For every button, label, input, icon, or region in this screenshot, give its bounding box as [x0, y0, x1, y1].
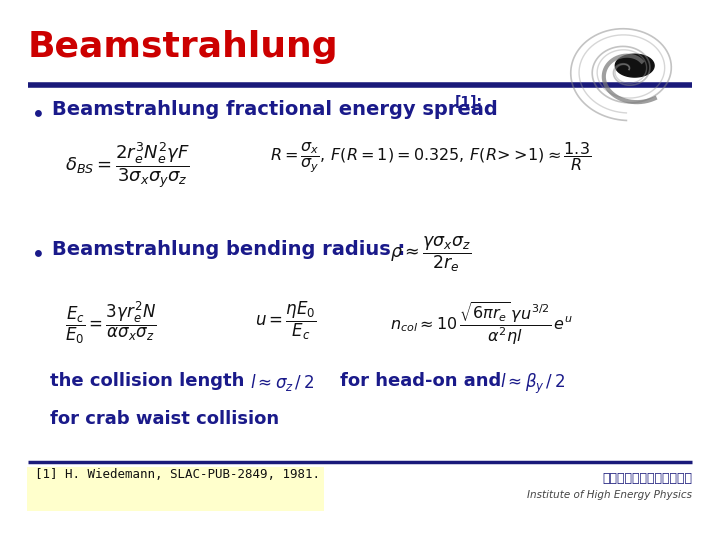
Text: $\bullet$: $\bullet$	[30, 100, 43, 124]
Text: Beamstrahlung: Beamstrahlung	[28, 30, 338, 64]
Polygon shape	[616, 54, 654, 77]
Text: $n_{col} \approx 10\,\dfrac{\sqrt{6\pi r_e}\,\gamma u^{3/2}}{\alpha^2 \eta l}\,e: $n_{col} \approx 10\,\dfrac{\sqrt{6\pi r…	[390, 300, 573, 347]
Text: Beamstrahlung bending radius :: Beamstrahlung bending radius :	[52, 240, 405, 259]
Text: [1] H. Wiedemann, SLAC-PUB-2849, 1981.: [1] H. Wiedemann, SLAC-PUB-2849, 1981.	[35, 468, 320, 481]
Text: $\rho \approx \dfrac{\gamma \sigma_x \sigma_z}{2r_e}$: $\rho \approx \dfrac{\gamma \sigma_x \si…	[390, 235, 472, 274]
Text: for head-on and: for head-on and	[340, 372, 501, 390]
FancyBboxPatch shape	[27, 467, 324, 511]
Text: the collision length: the collision length	[50, 372, 244, 390]
Text: Beamstrahlung fractional energy spread: Beamstrahlung fractional energy spread	[52, 100, 498, 119]
Text: $\delta_{BS} = \dfrac{2r_e^3 N_e^2 \gamma F}{3\sigma_x \sigma_y \sigma_z}$: $\delta_{BS} = \dfrac{2r_e^3 N_e^2 \gamm…	[65, 140, 190, 190]
Text: $\dfrac{E_c}{E_0} = \dfrac{3\gamma r_e^2 N}{\alpha \sigma_x \sigma_z}$: $\dfrac{E_c}{E_0} = \dfrac{3\gamma r_e^2…	[65, 300, 156, 346]
Text: [1]:: [1]:	[455, 95, 483, 109]
Text: $\bullet$: $\bullet$	[30, 240, 43, 264]
Text: for crab waist collision: for crab waist collision	[50, 410, 279, 428]
Text: $R = \dfrac{\sigma_x}{\sigma_y},\,F(R=1) = 0.325,\,F(R\!>\!>\!1) \approx \dfrac{: $R = \dfrac{\sigma_x}{\sigma_y},\,F(R=1)…	[270, 140, 591, 174]
Text: Institute of High Energy Physics: Institute of High Energy Physics	[527, 490, 692, 500]
Text: 中国科学院高能物理研究所: 中国科学院高能物理研究所	[602, 472, 692, 485]
Text: $u = \dfrac{\eta E_0}{E_c}$: $u = \dfrac{\eta E_0}{E_c}$	[255, 300, 317, 342]
Text: $l \approx \sigma_z\,/\,2$: $l \approx \sigma_z\,/\,2$	[250, 372, 314, 393]
Text: $l \approx \beta_y\,/\,2$: $l \approx \beta_y\,/\,2$	[500, 372, 565, 396]
